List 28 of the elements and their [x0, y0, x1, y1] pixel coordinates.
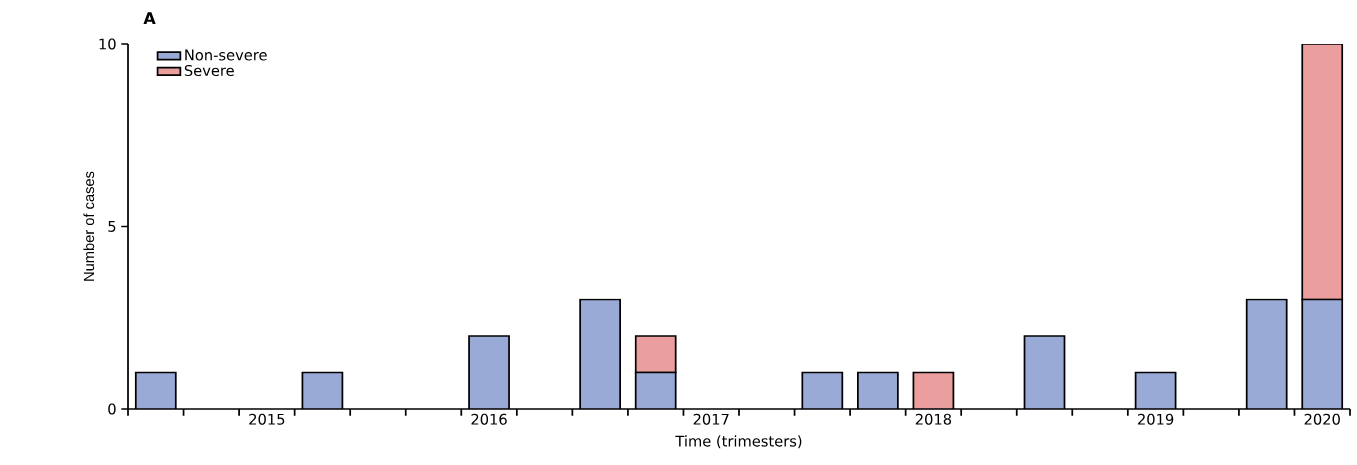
chart-title: A — [143, 12, 156, 24]
y-tick-label: 0 — [108, 403, 116, 415]
bar — [634, 335, 677, 374]
x-tick-label: 2015 — [249, 413, 285, 425]
bar — [913, 372, 954, 409]
bar — [857, 372, 898, 409]
x-tick-label: 2020 — [1304, 413, 1340, 425]
bar — [302, 372, 343, 409]
bar — [135, 372, 176, 409]
y-tick-label: 5 — [108, 221, 116, 232]
x-tick-label: 2018 — [915, 413, 952, 425]
bar — [469, 336, 510, 409]
x-tick-label: 2017 — [693, 413, 729, 425]
bar — [802, 372, 843, 409]
legend-label: Severe — [184, 64, 234, 77]
bar — [1301, 298, 1344, 409]
x-tick-label: 2016 — [471, 413, 507, 425]
legend-label: Non-severe — [185, 49, 267, 61]
bar — [1301, 44, 1344, 301]
bar — [635, 372, 676, 409]
bar — [1024, 336, 1065, 409]
y-axis-title: Number of cases — [83, 171, 95, 281]
x-axis-title: Time (trimesters) — [675, 435, 802, 449]
y-tick-label: 10 — [99, 38, 116, 50]
bar — [1246, 299, 1287, 409]
bar — [580, 299, 621, 409]
x-tick-label: 2019 — [1138, 413, 1174, 425]
bar — [1135, 372, 1176, 409]
